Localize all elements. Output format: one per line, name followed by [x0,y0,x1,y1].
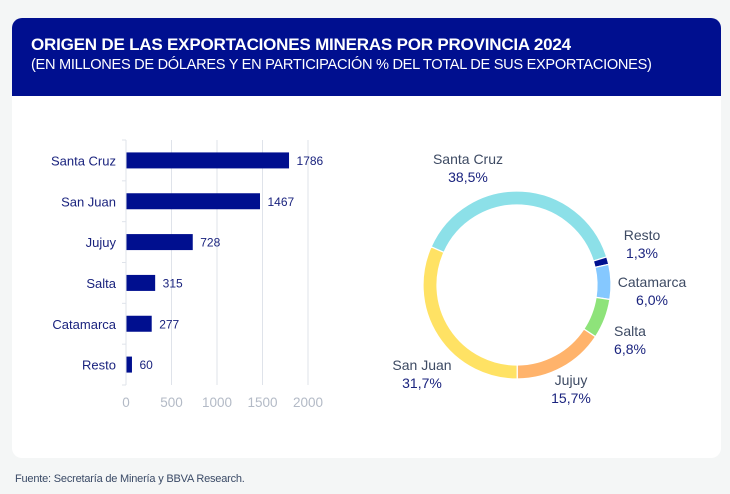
donut-slice-catamarca [594,263,612,301]
slice-category-label: Santa Cruz [433,151,503,167]
chart-header: ORIGEN DE LAS EXPORTACIONES MINERAS POR … [12,18,721,96]
slice-category-label: Catamarca [618,274,687,290]
category-label: Resto [82,358,116,373]
bar-chart: 0 500 1000 1500 2000 Santa Cruz 1786 San Juan 14… [51,139,324,410]
slice-category-label: Resto [624,227,661,243]
value-label: 728 [200,236,220,250]
donut-slice-san-juan [422,245,518,380]
category-label: Salta [86,276,116,291]
donut-slice-santa-cruz [430,190,608,262]
slice-value-label: 6,8% [614,341,646,357]
source-note: Fuente: Secretaría de Minería y BBVA Res… [15,473,245,485]
chart-title: ORIGEN DE LAS EXPORTACIONES MINERAS POR … [31,35,571,54]
donut-chart: Santa Cruz 38,5% Resto 1,3% Catamarca 6,0% Sal… [392,151,686,406]
bar-resto [126,356,132,373]
donut-slice-salta [582,296,611,338]
slice-value-label: 31,7% [402,375,442,391]
chart-subtitle: (EN MILLONES DE DÓLARES Y EN PARTICIPACI… [31,57,652,73]
category-label: San Juan [61,194,116,209]
value-label: 315 [163,276,183,290]
bar-catamarca [126,315,152,332]
bar-salta [126,274,156,291]
value-label: 60 [139,358,153,372]
bar-san-juan [126,193,260,210]
category-label: Jujuy [86,235,117,250]
x-tick-label: 1500 [247,395,277,410]
slice-value-label: 38,5% [448,169,488,185]
value-label: 277 [159,317,179,331]
slice-category-label: Salta [614,323,646,339]
slice-value-label: 6,0% [636,292,668,308]
x-tick-label: 0 [122,395,130,410]
slice-value-label: 15,7% [551,390,591,406]
x-tick-label: 2000 [293,395,323,410]
slice-category-label: Jujuy [555,372,588,388]
x-tick-label: 500 [160,395,183,410]
value-label: 1467 [267,195,294,209]
slice-value-label: 1,3% [626,245,658,261]
bar-jujuy [126,234,193,251]
category-label: Santa Cruz [51,153,116,168]
value-label: 1786 [297,154,324,168]
slice-category-label: San Juan [392,357,451,373]
bar-santa-cruz [126,152,290,169]
category-label: Catamarca [52,317,116,332]
x-tick-label: 1000 [202,395,232,410]
